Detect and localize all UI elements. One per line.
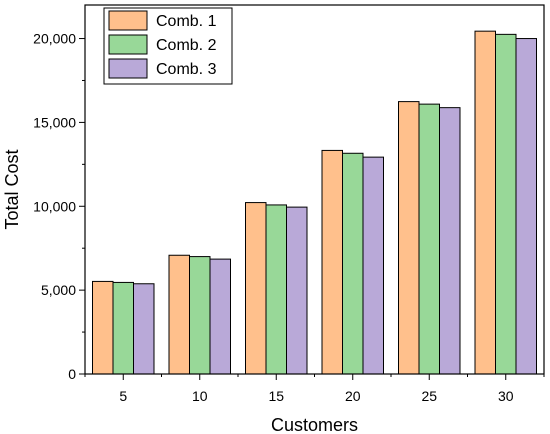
x-tick-label: 10 [192, 388, 208, 404]
x-tick-label: 30 [498, 388, 514, 404]
bar-comb-1-30 [474, 30, 496, 375]
bar-comb-1-25 [398, 101, 420, 375]
bar-comb-2-20 [342, 152, 364, 375]
bar-comb-2-25 [418, 103, 440, 375]
legend-swatch [108, 10, 148, 31]
bar-comb-1-20 [321, 149, 343, 375]
bar-comb-3-20 [362, 156, 384, 375]
legend-label: Comb. 1 [156, 13, 217, 30]
bar-comb-2-15 [265, 204, 287, 375]
legend-label: Comb. 2 [156, 37, 217, 54]
x-tick-label: 5 [119, 388, 127, 404]
x-tick-label: 15 [268, 388, 284, 404]
bar-comb-3-5 [133, 283, 155, 375]
y-tick-label: 15,000 [33, 114, 76, 130]
bar-comb-1-10 [168, 254, 190, 375]
bar-comb-2-30 [495, 33, 517, 375]
bar-comb-1-5 [92, 280, 114, 375]
y-tick-label: 0 [68, 366, 76, 382]
bar-comb-2-5 [112, 281, 134, 375]
bar-comb-3-15 [286, 206, 308, 375]
y-tick-label: 10,000 [33, 198, 76, 214]
legend-swatch [108, 34, 148, 55]
ticks-layer: 0 5,000 10,000 15,000 20,000 5 10 15 20 25 30 [33, 31, 545, 404]
legend-swatch [108, 58, 148, 79]
legend-label: Comb. 3 [156, 61, 217, 78]
bar-comb-1-15 [245, 202, 267, 375]
x-axis-title: Customers [271, 415, 358, 434]
bar-comb-3-25 [439, 107, 461, 375]
x-tick-label: 20 [345, 388, 361, 404]
bar-comb-3-30 [515, 38, 537, 375]
y-tick-label: 20,000 [33, 31, 76, 47]
bar-comb-2-10 [189, 256, 211, 375]
y-tick-label: 5,000 [41, 282, 76, 298]
bar-comb-3-10 [209, 258, 231, 375]
y-axis-title: Total Cost [2, 149, 22, 229]
legend: Comb. 1 Comb. 2 Comb. 3 [103, 7, 233, 85]
bars-layer [92, 30, 537, 375]
x-tick-label: 25 [421, 388, 437, 404]
